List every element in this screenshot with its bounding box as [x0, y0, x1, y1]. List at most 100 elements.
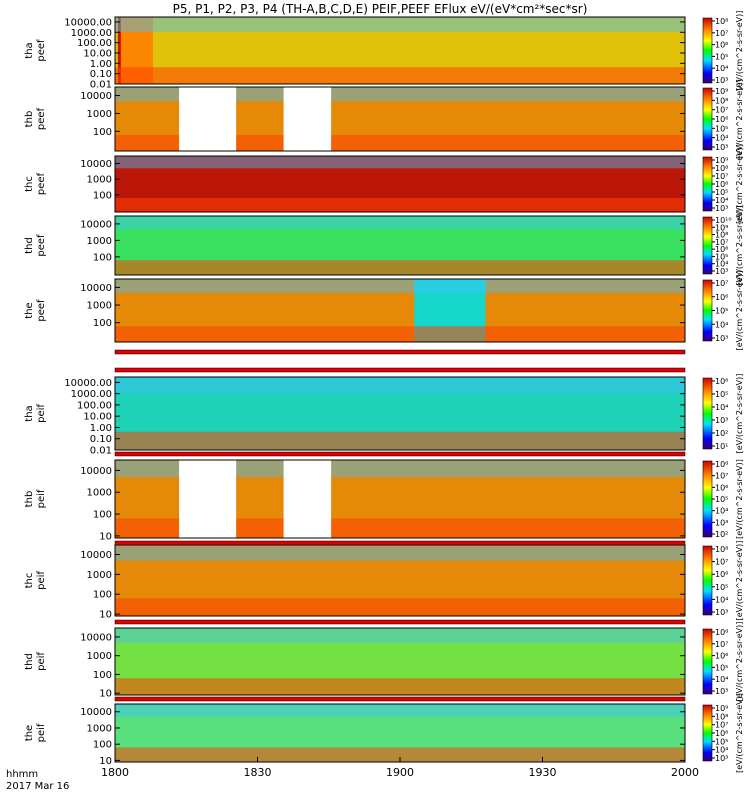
high-energy-band	[115, 545, 685, 561]
x-tick-label: 1830	[244, 766, 272, 779]
page-title: P5, P1, P2, P3, P4 (TH-A,B,C,D,E) PEIF,P…	[172, 2, 588, 16]
colorbar	[702, 460, 713, 538]
panel-probe-label: thb	[24, 111, 35, 128]
colorbar-tick-label: 10³	[715, 608, 728, 617]
colorbar-tick-label: 10³	[715, 416, 728, 425]
colorbar-unit-label: [eV/(cm^2-s-sr-eV)]	[735, 11, 744, 91]
y-tick-label: 10000	[80, 632, 112, 643]
y-tick-label: 10	[99, 610, 112, 621]
y-tick-label: 1000	[87, 175, 112, 186]
flag-frame	[114, 349, 686, 355]
colorbar-tick-label: 10⁵	[715, 495, 728, 504]
panel-frame	[114, 376, 686, 451]
colorbar-unit-label: [eV/(cm^2-s-sr-eV)]	[735, 622, 744, 702]
y-tick-label: 100	[93, 590, 112, 601]
colorbar	[702, 17, 713, 84]
colorbar-unit-label: [eV/(cm^2-s-sr-eV)]	[735, 374, 744, 454]
colorbar-tick-label: 10³	[715, 267, 728, 276]
high-energy-band	[115, 279, 685, 293]
colorbar	[702, 377, 713, 450]
colorbar-tick-label: 10⁸	[715, 460, 728, 469]
y-tick-label: 100	[93, 190, 112, 201]
flag-bar	[115, 368, 685, 372]
colorbar-tick-label: 10⁶	[715, 652, 728, 661]
x-tick-label: 2000	[671, 766, 699, 779]
y-tick-label: 1000	[87, 236, 112, 247]
flag-band-3	[114, 540, 686, 546]
panel-species-label: peef	[36, 172, 47, 195]
high-energy-band	[115, 87, 685, 102]
high-energy-band	[115, 377, 685, 394]
colorbar-tick-label: 10⁴	[715, 64, 728, 73]
flag-frame	[114, 451, 686, 457]
colorbar-tick-label: 10¹	[715, 442, 728, 451]
colorbar-unit-label: [eV/(cm^2-s-sr-eV)]	[735, 271, 744, 351]
colorbar	[702, 156, 713, 212]
colorbar-tick-label: 10⁴	[715, 260, 728, 269]
panel-species-label: peif	[36, 489, 47, 508]
colorbar	[702, 628, 713, 695]
colorbar-tick-label: 10⁹	[715, 87, 728, 96]
date-label: 2017 Mar 16	[6, 781, 69, 792]
flag-bar	[115, 541, 685, 545]
colorbar-tick-label: 10³	[715, 334, 728, 343]
flag-bar	[115, 350, 685, 354]
colorbar-tick-label: 10⁸	[715, 96, 728, 105]
flag-frame	[114, 619, 686, 625]
low-energy-band	[115, 326, 685, 342]
colorbar-tick-label: 10⁷	[715, 558, 728, 567]
y-tick-label: 1000.00	[71, 389, 112, 400]
flag-band-4	[114, 619, 686, 625]
colorbar-tick-label: 10⁸	[715, 231, 728, 240]
panel-species-label: peif	[36, 404, 47, 423]
flag-band-5	[114, 696, 686, 702]
colorbar-tick-label: 10⁵	[715, 124, 728, 133]
time-format-label: hhmm	[6, 769, 38, 780]
panel-frame	[114, 155, 686, 213]
y-tick-label: 0.10	[90, 69, 112, 80]
colorbar-tick-label: 10³	[715, 518, 728, 527]
panel-frame	[114, 86, 686, 152]
colorbar-tick-label: 10⁶	[715, 729, 728, 738]
colorbar-tick-label: 10⁶	[715, 115, 728, 124]
panel-probe-label: tha	[24, 405, 35, 421]
panel-frame	[114, 459, 686, 539]
y-tick-label: 100	[93, 252, 112, 263]
panel-frame	[114, 215, 686, 276]
flag-frame	[114, 367, 686, 373]
colorbar-tick-label: 10⁴	[715, 595, 728, 604]
panel-the-peif: 10 100 1000 10000 the peif 10³10⁴10⁵10⁶10⁷10⁸1…	[24, 693, 744, 773]
panel-frame	[114, 16, 686, 85]
colorbar-tick-label: 10⁷	[715, 106, 728, 115]
colorbar-tick-label: 10⁴	[715, 675, 728, 684]
data-gap	[283, 87, 332, 151]
spectrogram-region	[117, 17, 121, 84]
colorbar-tick-label: 10⁸	[715, 17, 728, 26]
y-tick-label: 100	[93, 510, 112, 521]
colorbar-tick-label: 10⁴	[715, 320, 728, 329]
panel-species-label: peef	[36, 299, 47, 322]
data-gap	[179, 87, 237, 151]
y-tick-label: 100	[93, 318, 112, 329]
colorbar-tick-label: 10⁴	[715, 134, 728, 143]
colorbar-tick-label: 10⁶	[715, 41, 728, 50]
y-tick-label: 10	[99, 531, 112, 542]
panel-probe-label: the	[24, 302, 35, 318]
colorbar-tick-label: 10⁵	[715, 307, 728, 316]
y-tick-label: 1000	[87, 301, 112, 312]
panel-species-label: peef	[36, 107, 47, 130]
y-tick-label: 10000	[80, 219, 112, 230]
flag-band-1	[114, 367, 686, 373]
colorbar-tick-label: 10⁷	[715, 29, 728, 38]
colorbar-unit-label: [eV/(cm^2-s-sr-eV)]	[735, 459, 744, 539]
high-energy-band	[115, 628, 685, 643]
panel-thb-peif: 10 100 1000 10000 thb peif 10² 10³ 10⁴ 10⁵ 10⁶ 10⁷ 1…	[24, 459, 744, 542]
panel-thc-peif: 10 100 1000 10000 thc peif 10³ 10⁴ 10⁵ 10⁶ 10⁷ 10⁸ […	[24, 541, 744, 621]
panel-probe-label: thb	[24, 491, 35, 508]
colorbar-tick-label: 10⁵	[715, 583, 728, 592]
colorbar-tick-label: 10⁹	[715, 704, 728, 713]
low-energy-band	[115, 598, 685, 616]
colorbar-tick-label: 10⁸	[715, 628, 728, 637]
